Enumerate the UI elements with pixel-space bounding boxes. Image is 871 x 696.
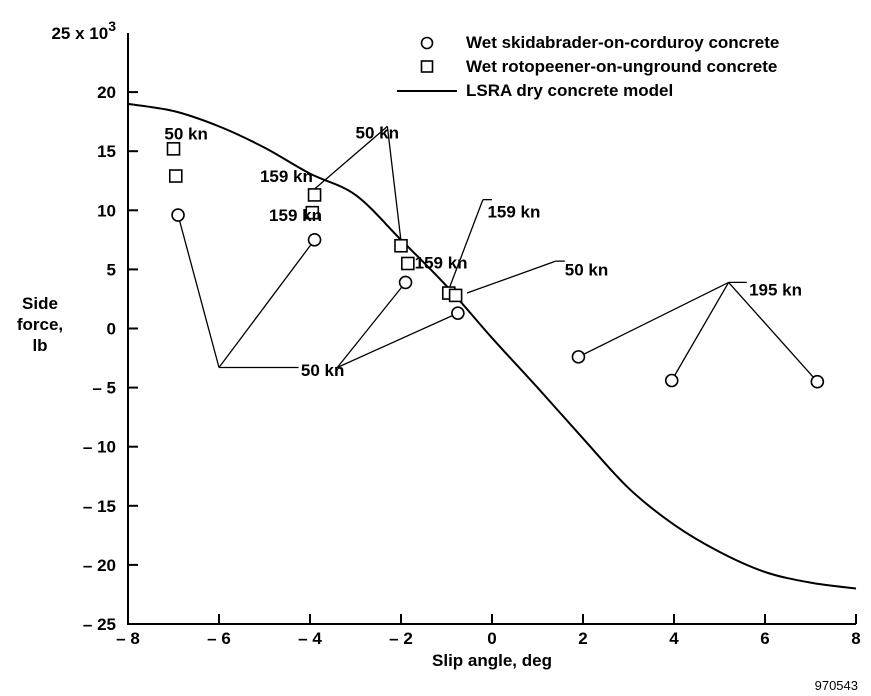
leader-line xyxy=(336,281,407,368)
x-tick-label: 0 xyxy=(487,629,496,648)
square-marker xyxy=(448,288,463,303)
leader-line xyxy=(671,282,730,381)
annotation-label: 159 kn xyxy=(269,206,322,225)
leader-line xyxy=(386,126,402,242)
circle-marker xyxy=(307,233,322,247)
circle-marker xyxy=(571,350,586,364)
circle-marker xyxy=(810,374,825,389)
x-axis-title: Slip angle, deg xyxy=(432,651,552,670)
circle-marker xyxy=(398,275,413,290)
leader-line xyxy=(177,214,220,368)
y-tick-label: – 25 xyxy=(83,615,116,634)
leader-line xyxy=(728,281,818,383)
y-tick-label: 5 xyxy=(107,260,116,279)
circle-marker xyxy=(171,208,185,222)
legend-label: LSRA dry concrete model xyxy=(466,81,673,100)
annotation-label: 50 kn xyxy=(565,260,608,279)
y-tick-label: 15 xyxy=(97,142,116,161)
square-marker xyxy=(166,142,181,156)
annotation-label: 50 kn xyxy=(301,361,344,380)
annotation-label: 159 kn xyxy=(260,167,313,186)
annotation-leaders xyxy=(177,125,818,383)
y-axis-title-line: Side xyxy=(22,294,58,313)
annotation-label: 50 kn xyxy=(356,123,399,142)
annotation-label: 159 kn xyxy=(415,253,468,272)
circle-marker xyxy=(451,306,465,320)
lsra-model-curve xyxy=(127,102,857,590)
square-marker xyxy=(305,205,320,220)
square-marker xyxy=(307,188,322,202)
x-tick-label: 6 xyxy=(760,629,769,648)
x-tick-label: 2 xyxy=(578,629,587,648)
x-tick-label: – 8 xyxy=(116,629,140,648)
y-axis-title-line: lb xyxy=(32,336,47,355)
x-tick-label: – 2 xyxy=(389,629,413,648)
leader-line xyxy=(337,312,459,369)
legend: Wet skidabrader-on-corduroy concrete Wet … xyxy=(397,33,779,100)
x-tick-label: 4 xyxy=(669,629,679,648)
square-marker xyxy=(401,256,415,271)
legend-square-marker xyxy=(420,60,434,73)
lsra-dry-concrete-model-line xyxy=(127,102,857,590)
y-tick-label-top: 25 x 103 xyxy=(51,18,116,43)
leader-line xyxy=(314,125,388,190)
x-tick-label: – 4 xyxy=(298,629,322,648)
annotation-labels: 50 kn 159 kn 50 kn 159 kn 159 kn 159 kn 50 kn 5… xyxy=(164,123,802,380)
legend-label: Wet rotopeener-on-unground concrete xyxy=(466,57,777,76)
leader-line xyxy=(466,260,556,294)
leader-line xyxy=(578,281,729,358)
x-tick-label: 8 xyxy=(851,629,860,648)
y-tick-label: – 5 xyxy=(92,379,116,398)
y-tick-label: – 20 xyxy=(83,556,116,575)
y-tick-label: – 15 xyxy=(83,497,116,516)
y-tick-label: 10 xyxy=(97,201,116,220)
y-tick-label: – 10 xyxy=(83,438,116,457)
leader-line xyxy=(218,239,316,368)
leader-line xyxy=(448,199,484,290)
legend-label: Wet skidabrader-on-corduroy concrete xyxy=(466,33,779,52)
annotation-label: 50 kn xyxy=(164,124,207,143)
circle-marker xyxy=(664,373,679,388)
figure-id: 970543 xyxy=(815,678,858,693)
data-markers xyxy=(166,142,825,389)
square-marker xyxy=(394,238,408,253)
legend-circle-marker xyxy=(420,36,434,50)
annotation-label: 195 kn xyxy=(749,280,802,299)
y-axis-title-line: force, xyxy=(17,315,63,334)
annotation-label: 159 kn xyxy=(487,202,540,221)
y-tick-label: 20 xyxy=(97,83,116,102)
y-tick-label: 0 xyxy=(107,320,116,339)
x-tick-label: – 6 xyxy=(207,629,231,648)
square-marker xyxy=(168,169,183,183)
